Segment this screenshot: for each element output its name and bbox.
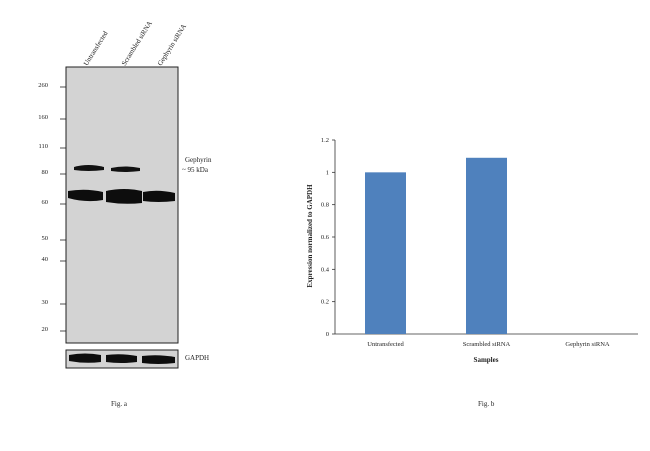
mw-30: 30 [41, 299, 49, 306]
fig-a-caption: Fig. a [111, 400, 127, 408]
mw-marker-ticks [60, 86, 66, 332]
gapdh-label: GAPDH [185, 354, 210, 362]
mw-40: 40 [41, 256, 49, 263]
x-tick-labels: Untransfected Scrambled siRNA Gephyrin siR… [367, 341, 610, 348]
bars [365, 157, 507, 334]
gapdh-band-gephyrin-sirna [142, 355, 175, 364]
band-65kda-untransfected [68, 189, 103, 202]
target-size-label: ~ 95 kDa [182, 166, 208, 174]
mw-50: 50 [41, 235, 49, 242]
y-tick-label: 0.2 [321, 299, 329, 306]
gephyrin-band-scrambled [111, 166, 140, 172]
y-tick-label: 0.8 [321, 202, 329, 209]
mw-20: 20 [41, 326, 49, 333]
y-tick-label: 0 [326, 331, 329, 338]
target-label: Gephyrin [185, 156, 212, 164]
x-tick-label: Untransfected [367, 341, 404, 348]
y-tick-label: 1.2 [321, 137, 329, 144]
y-tick-label: 0.6 [321, 234, 330, 241]
y-tick-label: 1 [326, 169, 329, 176]
band-65kda-gephyrin-sirna [143, 190, 175, 202]
blot-membrane [65, 66, 179, 344]
bar-1 [365, 172, 406, 334]
mw-260: 260 [38, 82, 48, 89]
y-tick-label: 0.4 [321, 266, 330, 273]
y-axis-title: Expression normalized to GAPDH [306, 184, 314, 288]
x-axis-title: Samples [474, 356, 499, 364]
gephyrin-band-untransfected [74, 165, 104, 171]
mw-60: 60 [41, 199, 49, 206]
gapdh-band-untransfected [69, 353, 101, 363]
mw-110: 110 [38, 143, 48, 150]
mw-80: 80 [41, 169, 49, 176]
mw-160: 160 [38, 114, 48, 121]
x-tick-label: Scrambled siRNA [463, 341, 511, 348]
fig-b-caption: Fig. b [478, 400, 495, 408]
bar-2 [466, 157, 507, 334]
x-tick-label: Gephyrin siRNA [565, 341, 610, 348]
y-tick-labels: 0 0.2 0.4 0.6 0.8 1 1.2 [321, 137, 330, 338]
gapdh-band-scrambled [106, 354, 137, 363]
band-65kda-scrambled [106, 189, 142, 204]
